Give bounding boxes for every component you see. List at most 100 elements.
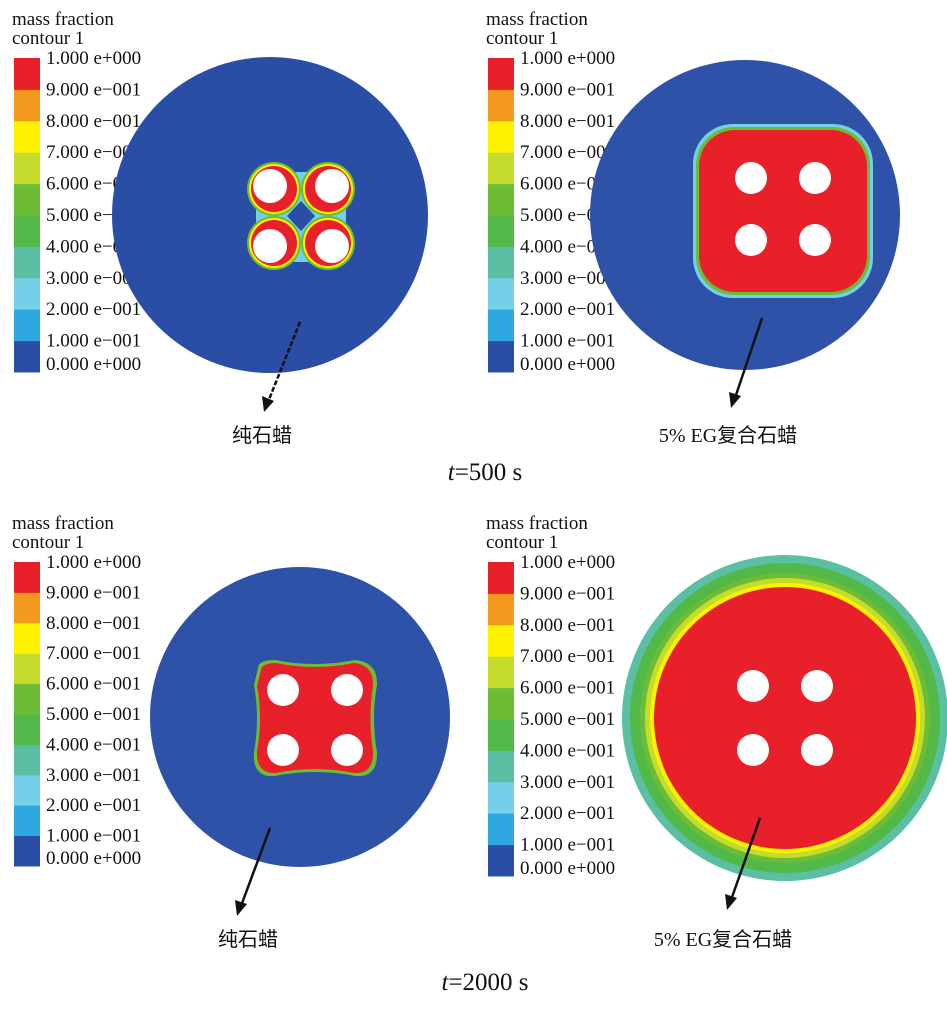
colorbar-bin <box>488 844 514 877</box>
time-label-500s: t=500 s <box>448 459 523 486</box>
time-label-2000s: t=2000 s <box>441 969 528 996</box>
colorbar-tick-label: 7.000 e−001 <box>520 142 615 163</box>
colorbar-bin <box>488 58 514 90</box>
colorbar-bin <box>488 593 514 626</box>
colorbar-tick-label: 2.000 e−001 <box>520 299 615 320</box>
colorbar-tick-label: 8.000 e−001 <box>46 111 141 132</box>
colorbar-tick-label: 2.000 e−001 <box>520 803 615 824</box>
panel-label: 纯石蜡 <box>218 928 278 951</box>
legend-title: mass fraction <box>12 513 114 534</box>
colorbar-tick-label: 1.000 e+000 <box>520 48 615 69</box>
melt-region <box>247 162 355 270</box>
legend-subtitle: contour 1 <box>486 28 558 49</box>
colorbar-bin <box>14 805 40 837</box>
colorbar-tick-label: 4.000 e−001 <box>520 740 615 761</box>
colorbar-tick-label: 9.000 e−001 <box>520 79 615 100</box>
colorbar-tick-label: 1.000 e+000 <box>46 48 141 69</box>
heat-tube-holes <box>253 169 349 263</box>
colorbar-tick-label: 6.000 e−001 <box>46 674 141 695</box>
colorbar-tick-label: 3.000 e−001 <box>46 268 141 289</box>
arrow-head <box>235 900 247 916</box>
colorbar-bin <box>14 120 40 153</box>
legend-title: mass fraction <box>486 513 588 534</box>
melt-region <box>654 587 916 849</box>
colorbar-tick-label: 9.000 e−001 <box>46 79 141 100</box>
heat-tube-holes <box>267 674 363 766</box>
colorbar-bin <box>14 835 40 867</box>
colorbar-bin <box>488 89 514 122</box>
colorbar-tick-label: 9.000 e−001 <box>520 583 615 604</box>
colorbar-bin <box>488 183 514 216</box>
colorbar-bin <box>14 744 40 776</box>
panel-label: 5% EG复合石蜡 <box>659 424 797 447</box>
heat-tube-holes <box>735 162 831 256</box>
colorbar-bin <box>488 120 514 153</box>
colorbar-bin <box>488 340 514 373</box>
panel-label: 5% EG复合石蜡 <box>654 928 792 951</box>
colorbar-bin <box>14 714 40 745</box>
arrow-line <box>266 321 302 403</box>
colorbar-tick-label: 6.000 e−001 <box>520 678 615 699</box>
colorbar-bin <box>488 813 514 846</box>
colorbar-tick-label: 3.000 e−001 <box>520 268 615 289</box>
colorbar-tick-label: 1.000 e−001 <box>46 331 141 352</box>
colorbar-bin <box>14 653 40 685</box>
colorbar-bin <box>14 215 40 247</box>
colorbar-tick-label: 7.000 e−001 <box>46 643 141 664</box>
colorbar-bin <box>488 309 514 342</box>
colorbar-bin <box>14 592 40 624</box>
colorbar-tick-label: 1.000 e+000 <box>46 552 141 573</box>
colorbar-tick-label: 0.000 e+000 <box>46 354 141 375</box>
colorbar-tick-label: 9.000 e−001 <box>46 582 141 603</box>
colorbar-bin <box>14 89 40 122</box>
colorbar-tick-label: 0.000 e+000 <box>520 354 615 375</box>
legend-title: mass fraction <box>12 9 114 30</box>
colorbar-bin <box>488 656 514 689</box>
colorbar-tick-label: 5.000 e−001 <box>520 709 615 730</box>
contour-plot-pure-2000s: 纯石蜡 <box>150 567 450 951</box>
colorbar-tick-label: 0.000 e+000 <box>520 858 615 879</box>
melt-region <box>699 130 867 292</box>
colorbar-tick-label: 5.000 e−001 <box>46 704 141 725</box>
colorbar-bin <box>14 246 40 279</box>
colorbar-bin <box>488 562 514 594</box>
colorbar-tick-label: 1.000 e−001 <box>520 835 615 856</box>
colorbar-bin <box>488 750 514 783</box>
colorbar-bin <box>14 622 40 654</box>
colorbar-tick-label: 3.000 e−001 <box>46 765 141 786</box>
colorbar-tick-label: 8.000 e−001 <box>46 613 141 634</box>
colorbar-tick-label: 8.000 e−001 <box>520 111 615 132</box>
colorbar-bin <box>488 277 514 310</box>
colorbar-tick-label: 7.000 e−001 <box>520 646 615 667</box>
contour-plot-pure-500s: 纯石蜡 <box>112 57 428 447</box>
legend-title: mass fraction <box>486 9 588 30</box>
arrow-line <box>239 827 272 907</box>
colorbar-tick-label: 1.000 e−001 <box>520 331 615 352</box>
colorbar-bin <box>14 309 40 342</box>
arrow-line <box>729 817 762 901</box>
colorbar-bin <box>14 562 40 593</box>
colorbar-tick-label: 2.000 e−001 <box>46 795 141 816</box>
colorbar-bin <box>488 719 514 751</box>
colorbar-bin <box>14 774 40 806</box>
contour-plot-eg-2000s: 5% EG复合石蜡 <box>622 555 947 951</box>
colorbar-tick-label: 4.000 e−001 <box>46 734 141 755</box>
legend-subtitle: contour 1 <box>12 28 84 49</box>
legend-subtitle: contour 1 <box>12 532 84 553</box>
colorbar-bin <box>488 215 514 247</box>
heat-tube-holes <box>737 670 833 766</box>
colorbar-bin <box>14 683 40 715</box>
colorbar-bin <box>488 687 514 720</box>
colorbar-bin <box>488 624 514 657</box>
colorbar-tick-label: 2.000 e−001 <box>46 299 141 320</box>
arrow-head <box>725 894 737 910</box>
arrow-line <box>733 317 764 399</box>
colorbar-tick-label: 6.000 e−001 <box>520 174 615 195</box>
colorbar-tick-label: 4.000 e−001 <box>520 236 615 257</box>
colorbar-bin <box>14 58 40 90</box>
colorbar-tick-label: 1.000 e−001 <box>46 826 141 847</box>
legend-subtitle: contour 1 <box>486 532 558 553</box>
